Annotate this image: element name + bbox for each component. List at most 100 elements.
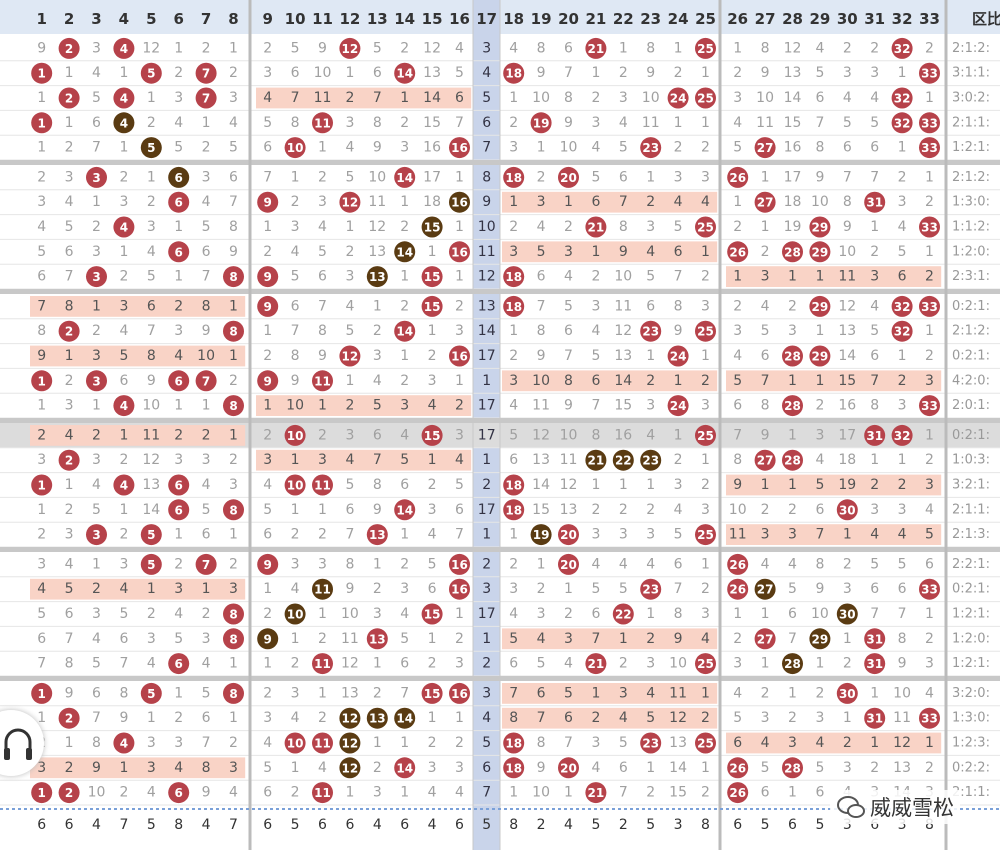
miss-count: 8 — [373, 477, 382, 493]
miss-count: 3 — [509, 373, 518, 389]
highlight-band — [726, 474, 942, 496]
miss-count: 3 — [733, 323, 742, 339]
miss-count: 1 — [788, 685, 797, 701]
miss-count: 3 — [229, 581, 238, 597]
ball-number: 12 — [342, 350, 359, 364]
zone-ratio: 0:2:1: — [952, 299, 990, 314]
miss-count: 1 — [37, 502, 46, 518]
miss-count: 9 — [733, 477, 742, 493]
ball-number: 14 — [396, 761, 413, 775]
miss-count: 2 — [65, 760, 74, 776]
miss-count: 10 — [838, 244, 856, 260]
ball — [223, 266, 244, 288]
miss-count: 2 — [65, 502, 74, 518]
miss-count: 5 — [92, 90, 101, 106]
miss-count: 2 — [925, 194, 934, 210]
miss-count: 3 — [733, 90, 742, 106]
miss-count: 1 — [202, 398, 211, 414]
headset-button[interactable] — [0, 710, 44, 776]
miss-count: 1 — [428, 631, 437, 647]
ball-number: 12 — [342, 42, 359, 56]
miss-count: 1 — [674, 115, 683, 131]
miss-count: 6 — [815, 502, 824, 518]
miss-count: 5 — [843, 115, 852, 131]
miss-count: 1 — [263, 581, 272, 597]
ball-number: 4 — [120, 92, 128, 106]
miss-count: 3 — [701, 398, 710, 414]
miss-count: 8 — [373, 115, 382, 131]
ball — [449, 553, 470, 575]
miss-count: 3 — [119, 194, 128, 210]
miss-count: 6 — [263, 140, 272, 156]
miss-count: 3 — [202, 169, 211, 185]
miss-count: 3 — [619, 685, 628, 701]
miss-count: 6 — [870, 348, 879, 364]
miss-count: 1 — [318, 398, 327, 414]
ball-number: 25 — [697, 528, 714, 542]
miss-count: 10 — [532, 373, 550, 389]
miss-count: 2 — [733, 219, 742, 235]
miss-count: 2 — [788, 710, 797, 726]
miss-count: 4 — [263, 477, 272, 493]
ball-number: 1 — [38, 479, 46, 493]
miss-count: 15 — [532, 502, 550, 518]
ball-number: 25 — [697, 42, 714, 56]
miss-count: 6 — [733, 398, 742, 414]
miss-count: 1 — [591, 244, 600, 260]
miss-count: 1 — [788, 427, 797, 443]
miss-count: 3 — [174, 581, 183, 597]
miss-count: 2 — [37, 527, 46, 543]
miss-count: 4 — [564, 269, 573, 285]
miss-count: 2 — [318, 427, 327, 443]
ball-number: 10 — [287, 737, 304, 751]
miss-count: 5 — [761, 323, 770, 339]
miss-count: 1 — [345, 785, 354, 801]
miss-count: 6 — [202, 710, 211, 726]
column-header: 5 — [146, 10, 156, 28]
miss-count: 8 — [119, 685, 128, 701]
miss-count: 5 — [537, 656, 546, 672]
ball-number: 5 — [147, 528, 155, 542]
ball-number: 21 — [588, 454, 605, 468]
miss-count: 2 — [646, 373, 655, 389]
miss-count: 5 — [92, 656, 101, 672]
ball — [530, 112, 552, 134]
ball — [113, 216, 135, 238]
ball — [58, 449, 80, 471]
miss-count: 3 — [701, 502, 710, 518]
miss-count: 5 — [733, 140, 742, 156]
ball — [58, 320, 80, 342]
ball-number: 11 — [314, 116, 331, 130]
miss-count: 11 — [560, 452, 578, 468]
ball — [919, 395, 940, 417]
mid-value: 11 — [478, 244, 496, 260]
miss-count: 2 — [291, 527, 300, 543]
ball-number: 6 — [175, 503, 183, 517]
miss-count: 9 — [537, 65, 546, 81]
ball — [168, 166, 190, 188]
ball-number: 3 — [92, 270, 100, 284]
miss-count: 4 — [92, 631, 101, 647]
miss-count: 1 — [761, 606, 770, 622]
miss-count: 2 — [591, 502, 600, 518]
ball — [809, 345, 831, 367]
miss-count: 6 — [591, 194, 600, 210]
miss-count: 6 — [509, 452, 518, 468]
miss-count: 2 — [318, 710, 327, 726]
miss-count: 1 — [646, 169, 655, 185]
miss-count: 14 — [614, 373, 632, 389]
ball-number: 18 — [505, 737, 522, 751]
miss-count: 3 — [428, 502, 437, 518]
miss-count: 6 — [455, 90, 464, 106]
ball-number: 1 — [38, 67, 46, 81]
highlight-band — [30, 296, 246, 317]
ball — [585, 653, 607, 675]
miss-count: 7 — [65, 631, 74, 647]
miss-count: 12 — [893, 735, 911, 751]
miss-count: 4 — [898, 219, 907, 235]
ball — [585, 37, 607, 59]
miss-count: 8 — [318, 323, 327, 339]
mid-value: 2 — [482, 556, 491, 572]
miss-count: 3 — [619, 90, 628, 106]
miss-count: 1 — [761, 219, 770, 235]
